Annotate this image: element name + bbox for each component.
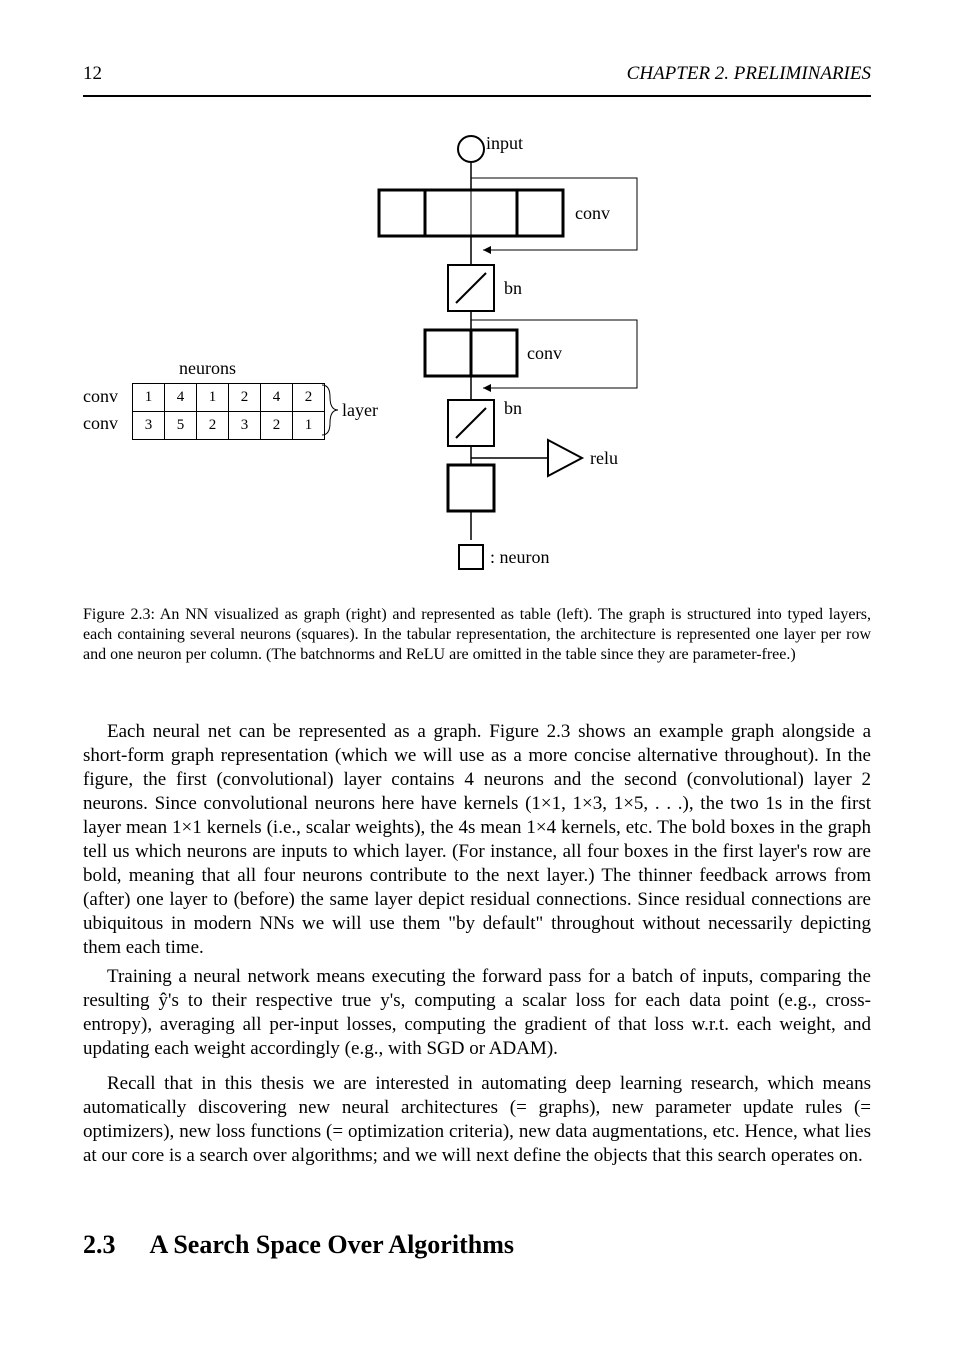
section-number: 2.3 [83,1230,116,1259]
body-para-1: Each neural net can be represented as a … [83,720,871,960]
table-row: 1 4 1 2 4 2 [133,384,325,412]
cell: 2 [293,384,325,412]
para-text: Training a neural network means executin… [83,966,871,1059]
figure-caption: Figure 2.3: An NN visualized as graph (r… [83,605,871,665]
cell: 4 [261,384,293,412]
section-title: A Search Space Over Algorithms [150,1230,514,1259]
table-left-label-1: conv [83,386,118,407]
body-para-2: Training a neural network means executin… [83,965,871,1061]
cell: 1 [293,412,325,440]
cell: 1 [197,384,229,412]
flowchart [0,0,954,600]
input-label: input [486,133,523,154]
cell: 3 [229,412,261,440]
para-text: Recall that in this thesis we are intere… [83,1073,871,1166]
body-para-3: Recall that in this thesis we are intere… [83,1072,871,1168]
section-heading: 2.3 A Search Space Over Algorithms [83,1230,514,1260]
cell: 5 [165,412,197,440]
legend-text: : neuron [490,547,549,568]
table-right-label: layer [342,400,378,421]
conv1-label: conv [575,203,610,224]
bn2-label: bn [504,398,522,419]
layer-table: 1 4 1 2 4 2 3 5 2 3 2 1 [132,383,325,440]
para-text: Each neural net can be represented as a … [83,721,871,958]
relu-label: relu [590,448,618,469]
table-left-label-2: conv [83,413,118,434]
cell: 2 [197,412,229,440]
cell: 2 [229,384,261,412]
table-top-label: neurons [179,358,236,379]
cell: 3 [133,412,165,440]
cell: 4 [165,384,197,412]
page: 12 CHAPTER 2. PRELIMINARIES [0,0,954,1351]
cell: 2 [261,412,293,440]
table-row: 3 5 2 3 2 1 [133,412,325,440]
conv2-label: conv [527,343,562,364]
cell: 1 [133,384,165,412]
bn1-label: bn [504,278,522,299]
